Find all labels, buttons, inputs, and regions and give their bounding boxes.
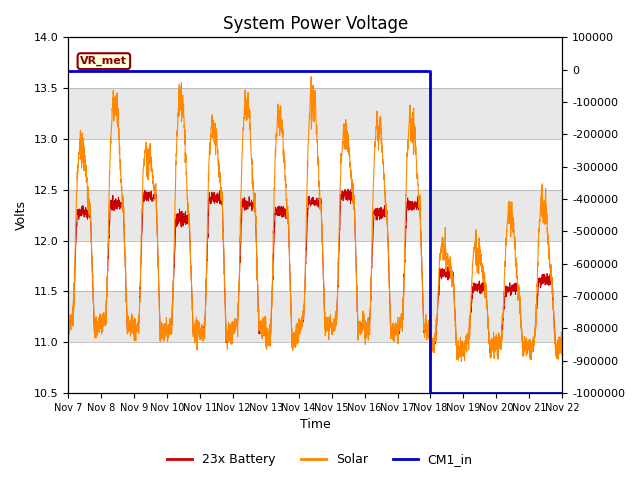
Bar [68,190,563,240]
Text: VR_met: VR_met [81,56,127,66]
Title: System Power Voltage: System Power Voltage [223,15,408,33]
Y-axis label: Volts: Volts [15,200,28,230]
Bar [68,139,563,190]
X-axis label: Time: Time [300,419,330,432]
Bar [68,342,563,393]
Bar [68,240,563,291]
Bar [68,37,563,88]
Legend: 23x Battery, Solar, CM1_in: 23x Battery, Solar, CM1_in [163,448,477,471]
Bar [68,291,563,342]
Bar [68,88,563,139]
